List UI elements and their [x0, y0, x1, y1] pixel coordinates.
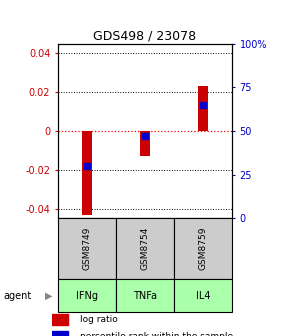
- Bar: [52, 331, 68, 336]
- Text: IL4: IL4: [196, 291, 210, 301]
- Text: percentile rank within the sample: percentile rank within the sample: [80, 332, 233, 336]
- Bar: [116, 218, 174, 279]
- Bar: [174, 218, 232, 279]
- Bar: [52, 314, 68, 325]
- Bar: [174, 279, 232, 312]
- Text: TNFa: TNFa: [133, 291, 157, 301]
- Text: IFNg: IFNg: [76, 291, 98, 301]
- Text: GSM8754: GSM8754: [140, 227, 150, 270]
- Text: GSM8749: GSM8749: [82, 227, 92, 270]
- Title: GDS498 / 23078: GDS498 / 23078: [93, 30, 197, 43]
- Bar: [198, 86, 208, 131]
- Bar: [140, 131, 150, 156]
- Text: ▶: ▶: [45, 291, 52, 301]
- Bar: [82, 131, 92, 214]
- Text: GSM8759: GSM8759: [198, 227, 208, 270]
- Text: agent: agent: [3, 291, 31, 301]
- Bar: [58, 279, 116, 312]
- Text: log ratio: log ratio: [80, 315, 118, 324]
- Bar: [58, 218, 116, 279]
- Bar: [116, 279, 174, 312]
